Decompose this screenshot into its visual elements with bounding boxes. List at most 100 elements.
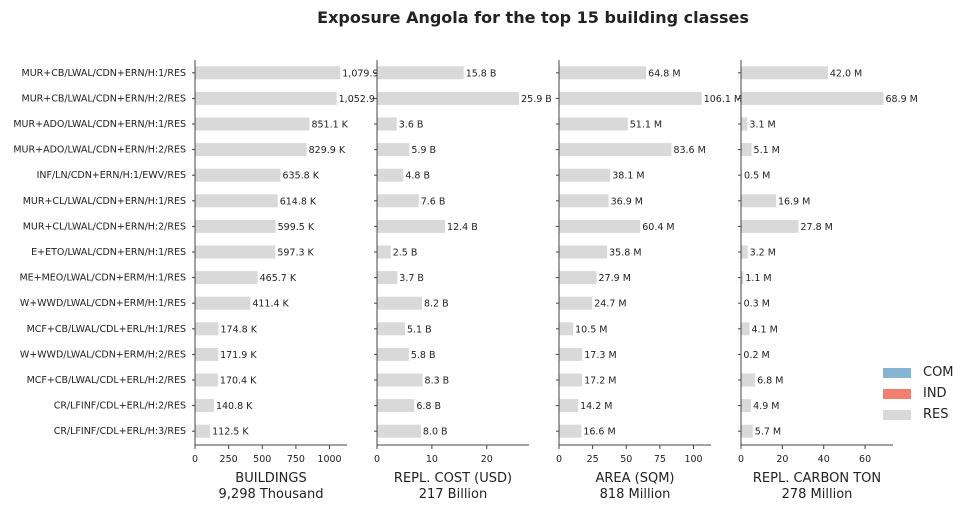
bar-res bbox=[195, 168, 281, 182]
bar-res bbox=[741, 245, 748, 259]
x-axis-label: AREA (SQM) bbox=[595, 471, 674, 486]
category-label: E+ETO/LWAL/CDN+ERN/H:1/RES bbox=[31, 247, 186, 258]
category-label: MUR+CB/LWAL/CDN+ERN/H:1/RES bbox=[22, 68, 187, 79]
bar-res bbox=[195, 296, 251, 310]
category-label: CR/LFINF/CDL+ERL/H:3/RES bbox=[54, 426, 186, 437]
bar-res bbox=[559, 347, 583, 361]
legend-label-com: COM bbox=[923, 365, 954, 380]
data-label: 7.6 B bbox=[421, 196, 446, 207]
x-axis-total: 818 Million bbox=[600, 487, 671, 502]
x-tick-label: 0 bbox=[192, 454, 198, 465]
bar-res bbox=[741, 66, 828, 80]
bar-res bbox=[559, 245, 608, 259]
bar-res bbox=[559, 424, 582, 438]
data-label: 8.2 B bbox=[424, 299, 449, 310]
bar-res bbox=[741, 219, 799, 233]
bar-res bbox=[741, 424, 753, 438]
data-label: 6.8 M bbox=[757, 376, 783, 387]
bar-res bbox=[195, 66, 341, 80]
x-tick-label: 20 bbox=[481, 454, 493, 465]
data-label: 24.7 M bbox=[594, 299, 626, 310]
bar-res bbox=[377, 194, 419, 208]
bar-res bbox=[559, 117, 628, 131]
category-label: CR/LFINF/CDL+ERL/H:2/RES bbox=[54, 401, 186, 412]
bar-res bbox=[559, 91, 702, 105]
x-tick-label: 1000 bbox=[317, 454, 341, 465]
category-label: MUR+ADO/LWAL/CDN+ERN/H:2/RES bbox=[13, 145, 186, 156]
legend-label-res: RES bbox=[923, 407, 949, 422]
x-tick-label: 20 bbox=[776, 454, 788, 465]
data-label: 36.9 M bbox=[611, 196, 643, 207]
category-label: W+WWD/LWAL/CDN+ERM/H:2/RES bbox=[20, 349, 186, 360]
data-label: 174.8 K bbox=[221, 324, 258, 335]
x-axis-total: 9,298 Thousand bbox=[219, 487, 324, 502]
category-label: MCF+CB/LWAL/CDL+ERL/H:2/RES bbox=[27, 375, 186, 386]
legend-item-ind: IND bbox=[883, 383, 954, 404]
data-label: 35.8 M bbox=[609, 248, 641, 259]
bar-res bbox=[195, 373, 218, 387]
bar-res bbox=[195, 219, 276, 233]
category-label: MUR+CB/LWAL/CDN+ERN/H:2/RES bbox=[22, 93, 187, 104]
bar-res bbox=[741, 117, 748, 131]
data-label: 4.8 B bbox=[405, 171, 430, 182]
bar-res bbox=[195, 194, 278, 208]
data-label: 465.7 K bbox=[260, 273, 297, 284]
bar-res bbox=[377, 322, 405, 336]
x-tick-label: 0 bbox=[556, 454, 562, 465]
data-label: 599.5 K bbox=[278, 222, 315, 233]
category-label: W+WWD/LWAL/CDN+ERM/H:1/RES bbox=[20, 298, 186, 309]
data-label: 3.2 M bbox=[750, 248, 776, 259]
legend-swatch-res bbox=[883, 409, 911, 420]
data-label: 8.0 B bbox=[423, 427, 448, 438]
data-label: 3.1 M bbox=[749, 120, 775, 131]
data-label: 0.5 M bbox=[744, 171, 770, 182]
data-label: 1,079.9 bbox=[342, 68, 378, 79]
data-label: 16.9 M bbox=[778, 196, 810, 207]
data-label: 597.3 K bbox=[277, 248, 314, 259]
bar-res bbox=[377, 399, 415, 413]
data-label: 112.5 K bbox=[212, 427, 249, 438]
data-label: 635.8 K bbox=[283, 171, 320, 182]
x-tick-label: 0 bbox=[374, 454, 380, 465]
data-label: 8.3 B bbox=[425, 376, 450, 387]
bar-res bbox=[195, 322, 219, 336]
category-label: INF/LN/CDN+ERN/H:1/EWV/RES bbox=[37, 170, 186, 181]
bar-res bbox=[377, 347, 409, 361]
bar-res bbox=[195, 399, 214, 413]
x-tick-label: 10 bbox=[426, 454, 438, 465]
bar-res bbox=[741, 91, 884, 105]
bar-res bbox=[195, 424, 211, 438]
data-label: 851.1 K bbox=[311, 120, 348, 131]
bar-res bbox=[377, 219, 446, 233]
bar-res bbox=[559, 194, 609, 208]
bar-res bbox=[559, 271, 597, 285]
data-label: 25.9 B bbox=[521, 94, 552, 105]
bar-res bbox=[741, 194, 776, 208]
data-label: 17.3 M bbox=[584, 350, 616, 361]
category-label: MUR+ADO/LWAL/CDN+ERN/H:1/RES bbox=[13, 119, 186, 130]
bar-res bbox=[559, 143, 672, 157]
bar-res bbox=[741, 168, 743, 182]
bar-res bbox=[377, 168, 404, 182]
data-label: 4.9 M bbox=[753, 401, 779, 412]
bar-res bbox=[559, 322, 574, 336]
data-label: 171.9 K bbox=[220, 350, 257, 361]
x-tick-label: 75 bbox=[654, 454, 666, 465]
bar-res bbox=[559, 66, 647, 80]
legend: COM IND RES bbox=[883, 362, 954, 425]
bar-res bbox=[559, 296, 593, 310]
data-label: 10.5 M bbox=[575, 324, 607, 335]
x-tick-label: 500 bbox=[253, 454, 271, 465]
bar-res bbox=[741, 322, 750, 336]
bar-res bbox=[377, 143, 410, 157]
data-label: 170.4 K bbox=[220, 376, 257, 387]
bar-res bbox=[377, 66, 464, 80]
category-label: MUR+CL/LWAL/CDN+ERN/H:1/RES bbox=[23, 196, 186, 207]
x-tick-label: 750 bbox=[287, 454, 305, 465]
bar-res bbox=[195, 117, 310, 131]
data-label: 60.4 M bbox=[642, 222, 674, 233]
data-label: 5.7 M bbox=[755, 427, 781, 438]
bar-res bbox=[559, 399, 579, 413]
bar-res bbox=[377, 91, 520, 105]
